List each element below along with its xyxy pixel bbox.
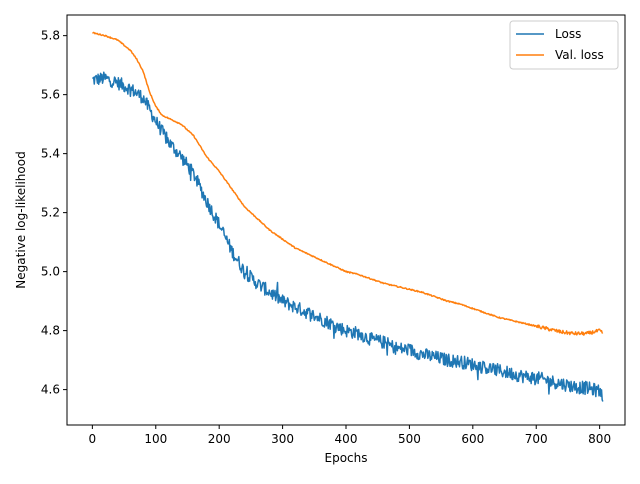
y-tick-label: 4.8 (41, 324, 60, 338)
x-tick-label: 400 (335, 432, 358, 446)
series-layer (92, 31, 604, 402)
x-tick-label: 600 (461, 432, 484, 446)
x-tick-label: 700 (525, 432, 548, 446)
y-tick-label: 5.8 (41, 29, 60, 43)
series-line-val-loss (92, 31, 604, 336)
y-tick-label: 5.2 (41, 206, 60, 220)
y-tick-label: 5.0 (41, 265, 60, 279)
y-tick-label: 5.4 (41, 147, 60, 161)
y-tick-label: 4.6 (41, 383, 60, 397)
x-tick-label: 300 (271, 432, 294, 446)
legend: Loss Val. loss (509, 20, 619, 70)
x-tick-label: 0 (89, 432, 97, 446)
y-axis-ticks: 4.6 4.8 5.0 5.2 5.4 5.6 5.8 (41, 29, 67, 397)
x-tick-label: 100 (144, 432, 167, 446)
series-line-loss (92, 71, 604, 402)
x-tick-label: 500 (398, 432, 421, 446)
x-tick-label: 200 (208, 432, 231, 446)
x-axis-label: Epochs (325, 451, 368, 465)
y-axis-label: Negative log-likelihood (14, 151, 28, 288)
legend-label: Loss (555, 27, 581, 41)
legend-box (509, 20, 619, 70)
plot-area (67, 15, 625, 425)
x-tick-label: 800 (588, 432, 611, 446)
legend-label: Val. loss (555, 48, 604, 62)
y-tick-label: 5.6 (41, 88, 60, 102)
x-axis-ticks: 0 100 200 300 400 500 600 700 800 (89, 425, 611, 446)
